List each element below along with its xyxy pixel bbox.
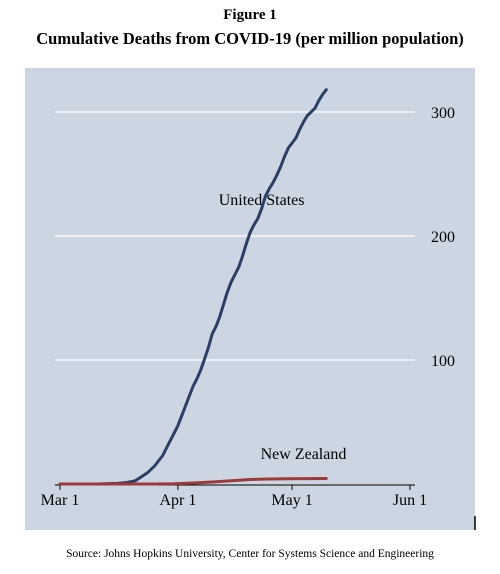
series-line-united-states [58,88,328,486]
x-tick-label: Mar 1 [41,492,80,509]
y-tick-label: 200 [431,229,455,246]
series-line-new-zealand [58,477,328,486]
figure-label: Figure 1 [223,7,277,23]
y-tick-label: 100 [431,353,455,370]
y-tick-label: 300 [431,105,455,122]
x-tick-label: Jun 1 [393,492,427,509]
series-label: United States [219,192,305,209]
x-tick-label: May 1 [271,492,312,509]
gridlines [55,111,415,361]
chart-title: Cumulative Deaths from COVID-19 (per mil… [36,29,464,48]
series-label: New Zealand [261,446,347,463]
y-axis-labels: 100 200 300 [431,105,455,370]
x-axis-labels: Mar 1 Apr 1 May 1 Jun 1 [41,492,427,509]
x-tick-label: Apr 1 [159,492,196,509]
plot-background [25,68,475,530]
annotations: United States New Zealand [219,192,347,463]
source-note: Source: Johns Hopkins University, Center… [66,548,434,560]
series-lines [58,88,328,486]
